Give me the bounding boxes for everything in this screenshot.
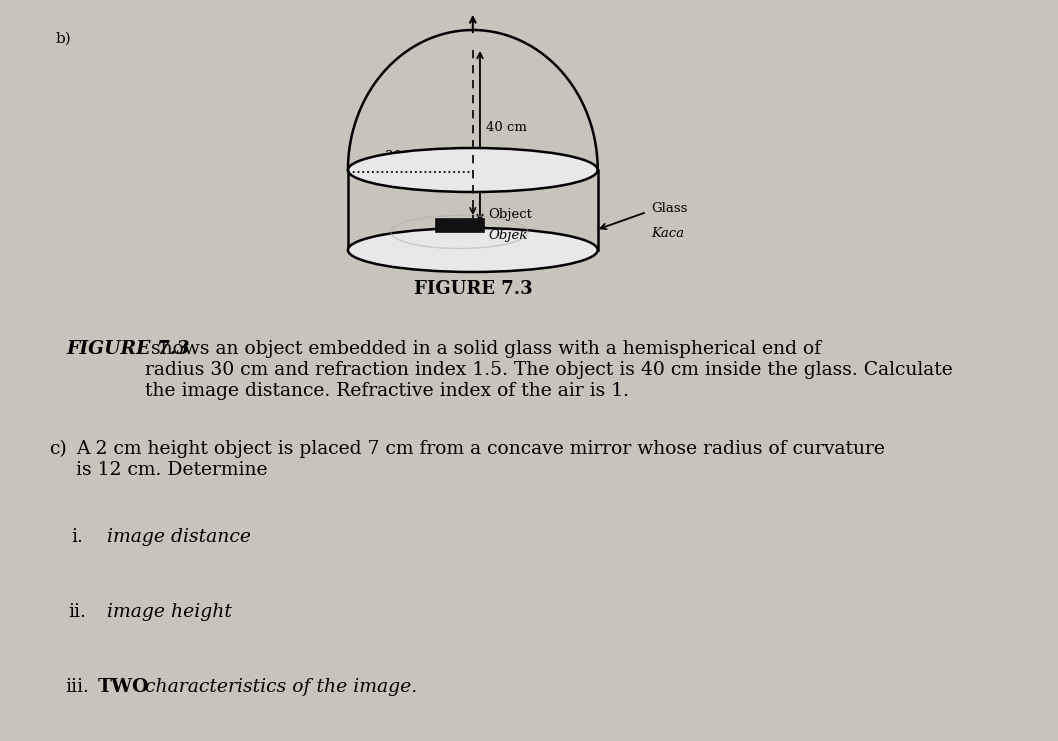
- Text: image distance: image distance: [107, 528, 251, 546]
- Text: image height: image height: [107, 603, 232, 621]
- Text: characteristics of the image.: characteristics of the image.: [140, 678, 418, 696]
- Text: shows an object embedded in a solid glass with a hemispherical end of
radius 30 : shows an object embedded in a solid glas…: [145, 340, 953, 399]
- Text: Kaca: Kaca: [652, 227, 685, 240]
- Text: 40 cm: 40 cm: [487, 121, 527, 134]
- Text: Object: Object: [489, 208, 532, 221]
- Text: Glass: Glass: [652, 202, 688, 215]
- Text: A 2 cm height object is placed 7 cm from a concave mirror whose radius of curvat: A 2 cm height object is placed 7 cm from…: [76, 440, 884, 479]
- Text: i.: i.: [71, 528, 84, 546]
- Text: iii.: iii.: [66, 678, 89, 696]
- Text: Objek: Objek: [489, 229, 528, 242]
- Bar: [435, 218, 484, 232]
- Text: b): b): [55, 32, 71, 46]
- Text: ii.: ii.: [69, 603, 87, 621]
- Text: FIGURE 7.3: FIGURE 7.3: [67, 340, 190, 358]
- Text: TWO: TWO: [98, 678, 149, 696]
- Ellipse shape: [348, 228, 598, 272]
- Text: c): c): [49, 440, 67, 458]
- Text: FIGURE 7.3: FIGURE 7.3: [414, 280, 532, 298]
- Text: 30 cm: 30 cm: [385, 150, 426, 163]
- Ellipse shape: [348, 148, 598, 192]
